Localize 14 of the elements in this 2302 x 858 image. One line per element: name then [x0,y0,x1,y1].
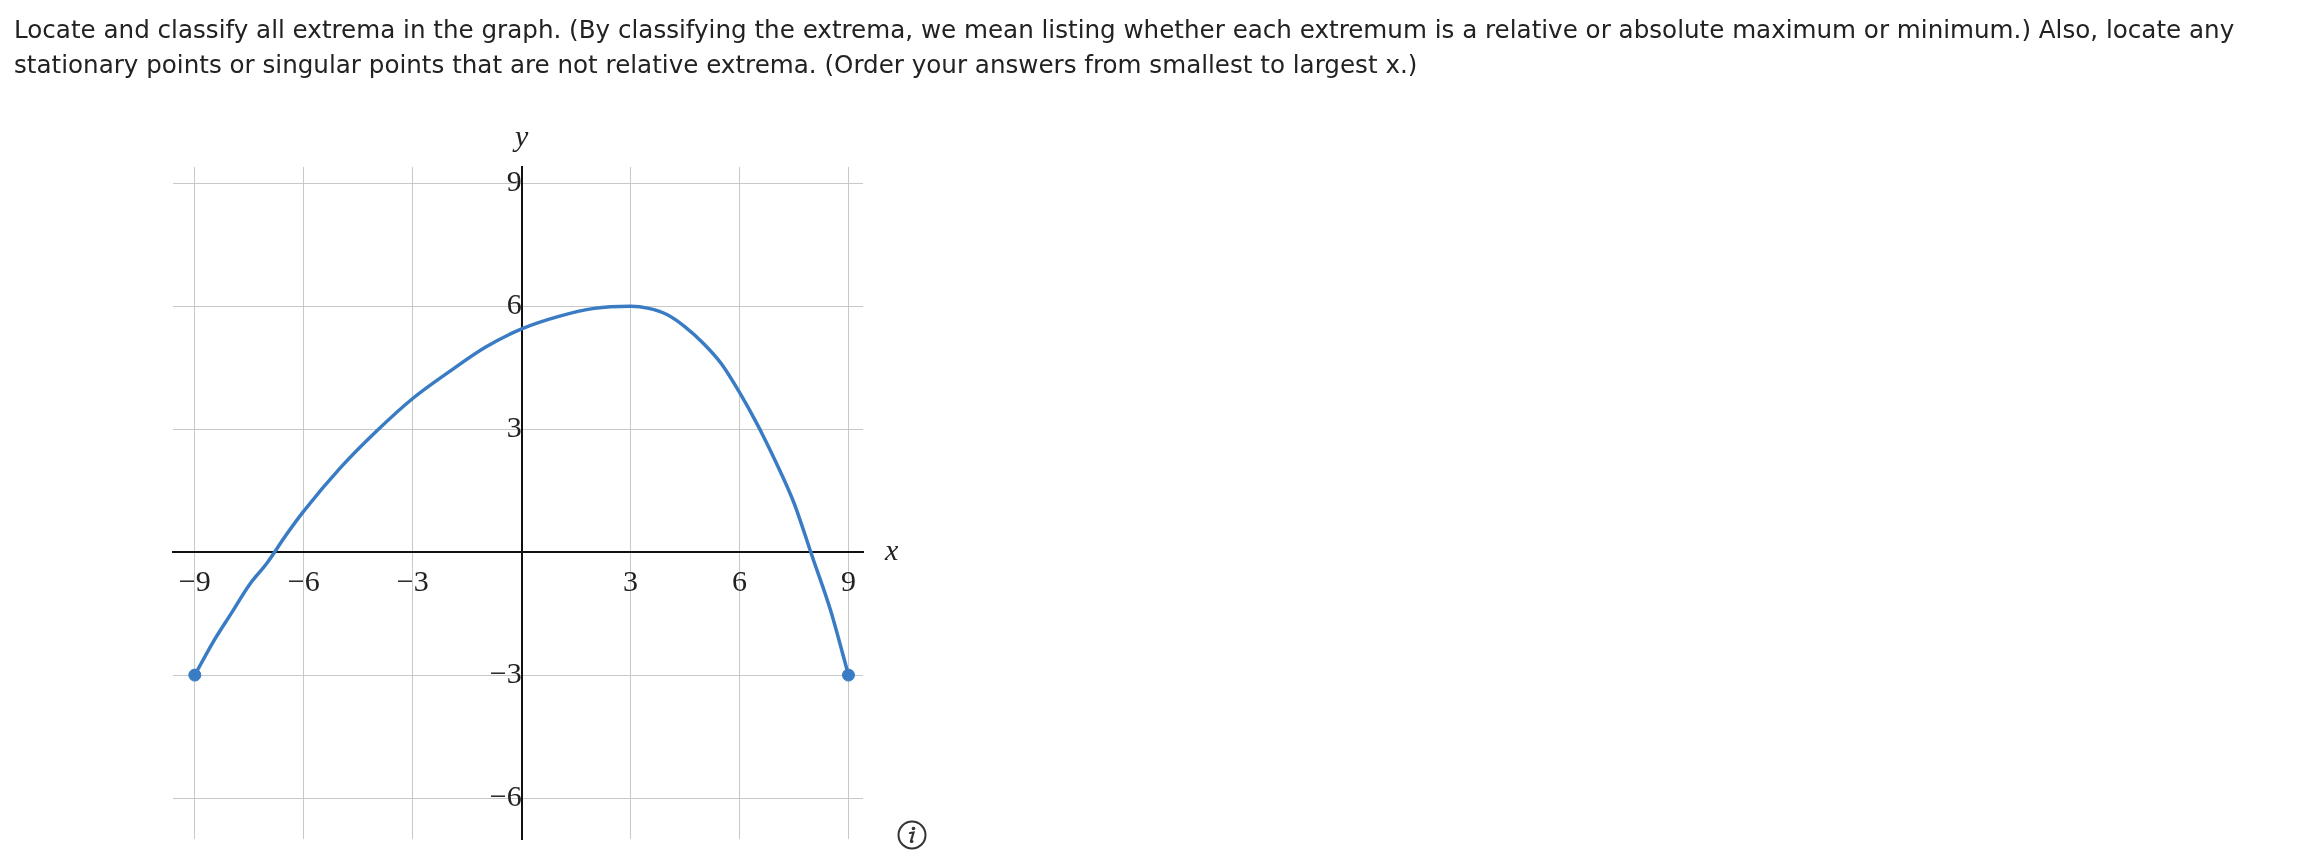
x-tick-label: 9 [840,564,856,598]
y-tick-label: 6 [506,287,522,321]
y-tick-label: 3 [506,410,522,444]
y-axis-title: y [511,118,529,152]
x-tick-label: 6 [732,564,748,598]
x-axis-title: x [884,533,899,567]
text: Locate and classify all extrema in the graph. (By classifying the extrema, we mean listing whether each extremum is a relative or absolute maximum or minimum.) Also, locate any stationary points or singular points that are not relative extrema. (Order your answers from smallest to largest x.) [14,14,2236,81]
x-tick-label: −3 [396,564,429,598]
x-tick-label: −6 [287,564,320,598]
y-tick-label: −3 [489,655,522,689]
y-tick-label: −6 [489,778,522,812]
x-tick-label: −9 [178,564,211,598]
x-tick-label: 3 [623,564,639,598]
y-tick-label: 9 [506,164,522,198]
